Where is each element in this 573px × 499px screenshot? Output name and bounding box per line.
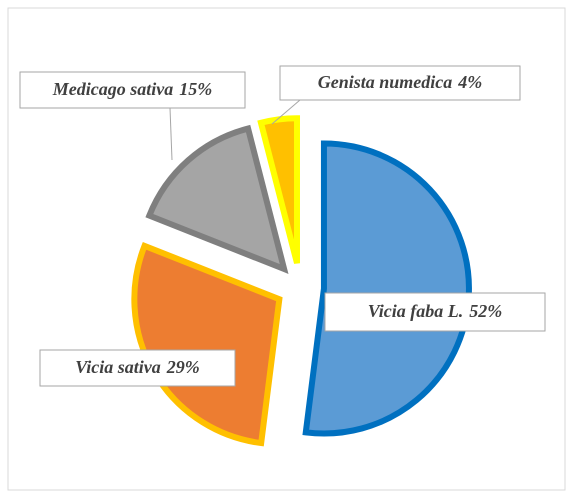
pie-slice	[257, 115, 300, 264]
data-label: Vicia sativa 29%	[75, 357, 200, 377]
category-name: Vicia faba L.	[368, 301, 464, 321]
data-label: Vicia faba L. 52%	[368, 301, 503, 321]
label-box	[39, 349, 236, 387]
value-label: 52%	[469, 301, 502, 321]
category-name: Vicia sativa	[75, 357, 161, 377]
category-name: Medicago sativa	[52, 79, 173, 99]
leader-line	[169, 107, 173, 161]
category-name: Genista numedica	[318, 72, 453, 92]
data-label: Medicago sativa 15%	[52, 79, 212, 99]
value-label: 15%	[179, 79, 212, 99]
value-label: 4%	[457, 72, 482, 92]
leader-line	[271, 99, 301, 125]
value-label: 29%	[166, 357, 200, 377]
label-box	[324, 292, 546, 332]
label-box	[279, 65, 521, 101]
pie-slice	[145, 124, 289, 274]
label-box	[19, 71, 246, 109]
data-label: Genista numedica 4%	[318, 72, 483, 92]
